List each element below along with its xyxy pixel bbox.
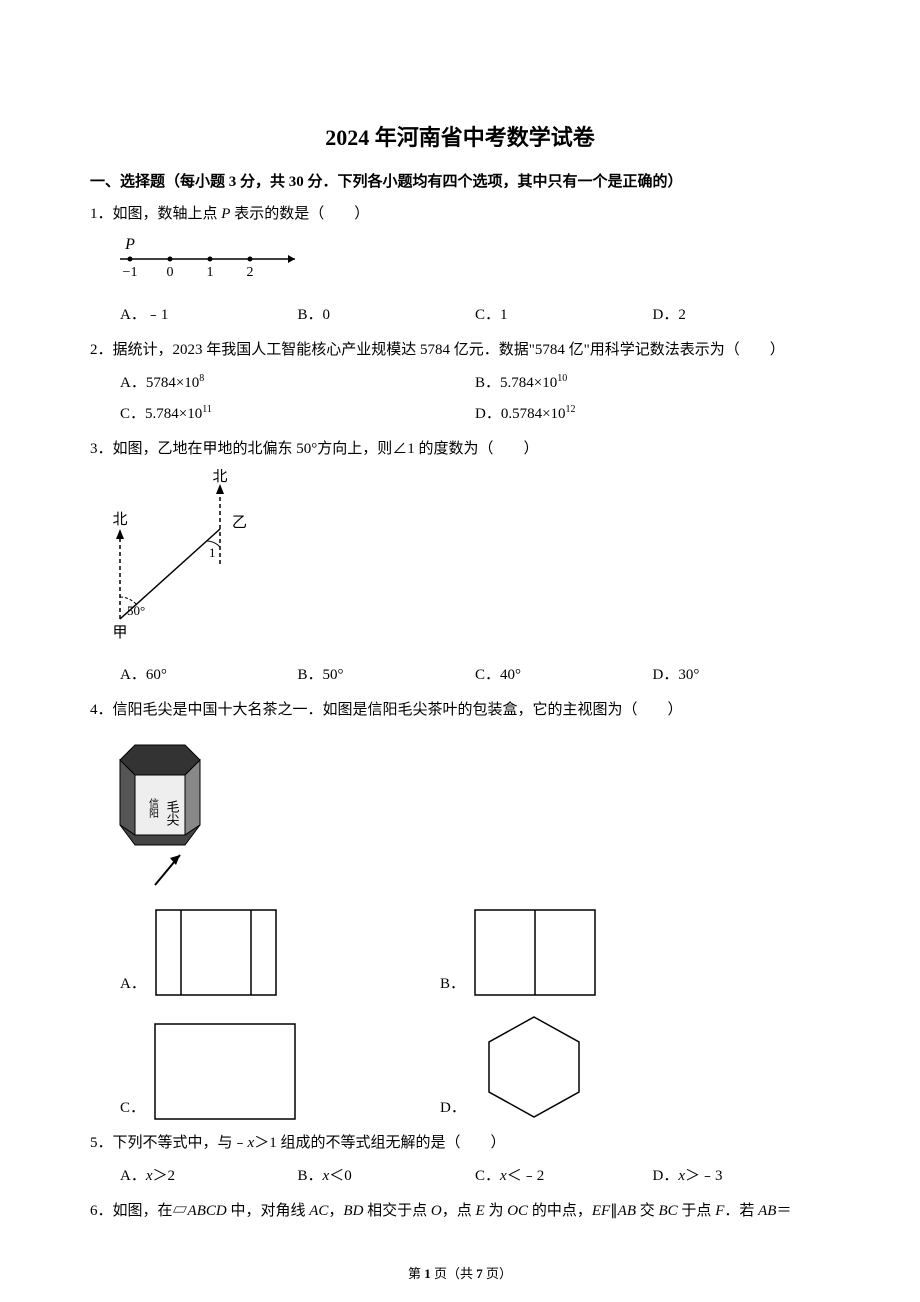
q5-opt-c: C．x＜﹣2 [475,1163,653,1190]
q1-opt-b: B．0 [298,302,476,329]
q2-options-row2: C．5.784×1011 D．0.5784×1012 [90,401,830,428]
q1-opt-c: C．1 [475,302,653,329]
question-2: 2．据统计，2023 年我国人工智能核心产业规模达 5784 亿元．数据"578… [90,337,830,428]
q3-text: 3．如图，乙地在甲地的北偏东 50°方向上，则∠1 的度数为（ ） [90,436,830,463]
q5-opt-d: D．x＞﹣3 [653,1163,831,1190]
tick-2: 2 [247,265,254,280]
q3-opt-b: B．50° [298,662,476,689]
angle-1: 1 [209,545,216,560]
q3-diagram-svg: 北 甲 北 乙 50° 1 [90,469,270,644]
q4-opt-b-label: B． [440,971,465,998]
q2-text: 2．据统计，2023 年我国人工智能核心产业规模达 5784 亿元．数据"578… [90,337,830,364]
q3-opt-c: C．40° [475,662,653,689]
section-header: 一、选择题（每小题 3 分，共 30 分．下列各小题均有四个选项，其中只有一个是… [90,170,830,191]
q5-num: 5． [90,1135,113,1151]
question-3: 3．如图，乙地在甲地的北偏东 50°方向上，则∠1 的度数为（ ） 北 甲 北 … [90,436,830,689]
q6-body: 如图，在▱ABCD 中，对角线 AC，BD 相交于点 O，点 E 为 OC 的中… [113,1203,792,1219]
q5-body: 下列不等式中，与﹣x＞1 组成的不等式组无解的是（ ） [113,1135,506,1151]
q2-body: 据统计，2023 年我国人工智能核心产业规模达 5784 亿元．数据"5784 … [113,342,785,358]
q3-options: A．60° B．50° C．40° D．30° [90,662,830,689]
q2-opt-c: C．5.784×1011 [120,401,475,428]
q3-opt-d: D．30° [653,662,831,689]
q4-opt-c-label: C． [120,1095,145,1122]
q1-num: 1． [90,206,113,222]
angle-50: 50° [127,603,145,618]
q3-opt-a: A．60° [120,662,298,689]
q2-options-row1: A．5784×108 B．5.784×1010 [90,370,830,397]
p-label: P [124,236,135,253]
q2-opt-d: D．0.5784×1012 [475,401,830,428]
q1-figure: P −1 0 1 2 [90,234,830,294]
q4-opt-b: B． [440,908,760,998]
tick-neg1: −1 [123,265,138,280]
box-text-1: 毛尖 [165,800,180,826]
q1-numberline-svg: P −1 0 1 2 [120,234,310,284]
q3-num: 3． [90,441,113,457]
q4-text: 4．信阳毛尖是中国十大名茶之一．如图是信阳毛尖茶叶的包装盒，它的主视图为（ ） [90,697,830,724]
q4-opt-c: C． [120,1012,440,1122]
north-label-2: 北 [212,469,227,485]
q4-opt-a: A． [120,908,440,998]
jia-label: 甲 [112,625,127,641]
question-5: 5．下列不等式中，与﹣x＞1 组成的不等式组无解的是（ ） A．x＞2 B．x＜… [90,1130,830,1190]
q5-options: A．x＞2 B．x＜0 C．x＜﹣2 D．x＞﹣3 [90,1163,830,1190]
q1-body: 如图，数轴上点 P 表示的数是（ ） [113,206,370,222]
q1-options: A．﹣1 B．0 C．1 D．2 [90,302,830,329]
q5-opt-b: B．x＜0 [298,1163,476,1190]
question-6: 6．如图，在▱ABCD 中，对角线 AC，BD 相交于点 O，点 E 为 OC … [90,1198,830,1225]
q4-body: 信阳毛尖是中国十大名茶之一．如图是信阳毛尖茶叶的包装盒，它的主视图为（ ） [113,702,683,718]
q1-text: 1．如图，数轴上点 P 表示的数是（ ） [90,201,830,228]
q4-opt-a-label: A． [120,971,146,998]
q4-main-figure: 毛尖 信阳 [90,730,830,900]
q2-opt-b: B．5.784×1010 [475,370,830,397]
q2-num: 2． [90,342,113,358]
q4-shape-d [474,1012,594,1122]
q4-opt-d: D． [440,1012,760,1122]
q4-num: 4． [90,702,113,718]
q4-shape-b [473,908,603,998]
q3-figure: 北 甲 北 乙 50° 1 [90,469,830,654]
tick-1: 1 [207,265,214,280]
q6-text: 6．如图，在▱ABCD 中，对角线 AC，BD 相交于点 O，点 E 为 OC … [90,1198,830,1225]
q4-shape-c [153,1022,303,1122]
q2-opt-a: A．5784×108 [120,370,475,397]
q1-opt-a: A．﹣1 [120,302,298,329]
q5-opt-a: A．x＞2 [120,1163,298,1190]
question-4: 4．信阳毛尖是中国十大名茶之一．如图是信阳毛尖茶叶的包装盒，它的主视图为（ ） … [90,697,830,1122]
tick-0: 0 [167,265,174,280]
yi-label: 乙 [232,515,247,531]
q6-num: 6． [90,1203,113,1219]
page-title: 2024 年河南省中考数学试卷 [90,120,830,152]
q3-body: 如图，乙地在甲地的北偏东 50°方向上，则∠1 的度数为（ ） [113,441,539,457]
question-1: 1．如图，数轴上点 P 表示的数是（ ） P −1 0 1 2 A．﹣1 B．0… [90,201,830,329]
q4-opt-d-label: D． [440,1095,466,1122]
q4-shape-a [154,908,284,998]
north-label-1: 北 [112,511,127,528]
page-footer: 第 1 页（共 7 页） [0,1263,920,1282]
q5-text: 5．下列不等式中，与﹣x＞1 组成的不等式组无解的是（ ） [90,1130,830,1157]
q4-box-svg: 毛尖 信阳 [100,730,240,890]
q4-options-grid: A． B． C． D． [90,908,830,1122]
box-text-2: 信阳 [147,798,159,818]
q1-opt-d: D．2 [653,302,831,329]
